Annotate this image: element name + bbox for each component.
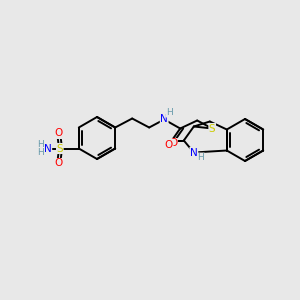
- Text: N: N: [44, 143, 52, 154]
- Text: O: O: [55, 128, 63, 139]
- Text: O: O: [169, 139, 177, 148]
- Text: H: H: [166, 108, 172, 117]
- Text: O: O: [165, 140, 173, 149]
- Text: S: S: [209, 124, 215, 134]
- Text: H: H: [197, 153, 204, 162]
- Text: N: N: [160, 115, 168, 124]
- Text: H: H: [38, 148, 44, 157]
- Text: H: H: [38, 140, 44, 149]
- Text: N: N: [190, 148, 198, 158]
- Text: S: S: [56, 143, 63, 154]
- Text: O: O: [55, 158, 63, 169]
